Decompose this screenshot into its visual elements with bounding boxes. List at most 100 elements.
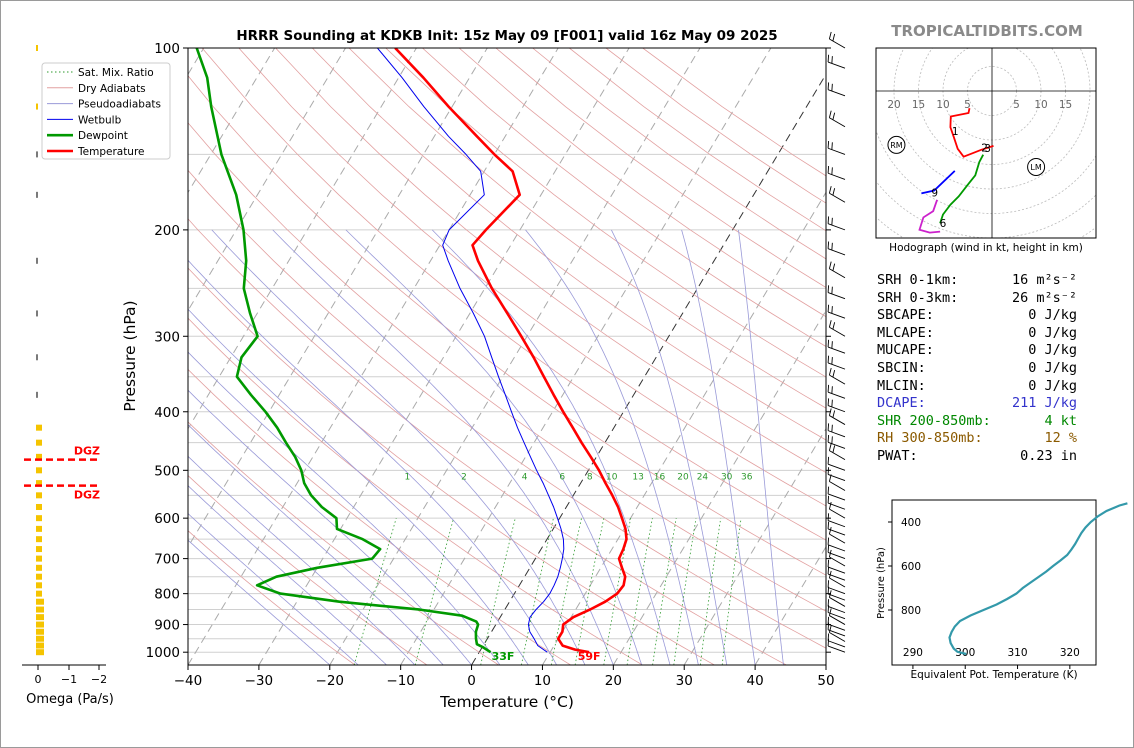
barb-flag	[827, 165, 830, 174]
hodo-ring-label: 10	[936, 99, 949, 111]
stat-row: SBCIN: 0 J/kg	[877, 360, 1077, 378]
barb-staff	[827, 544, 846, 552]
barb-flag	[831, 83, 833, 92]
mixing-ratio-line	[699, 518, 722, 665]
mixing-ratio-label: 10	[606, 473, 618, 483]
wind-barb	[827, 384, 846, 399]
omega-bar	[36, 480, 42, 487]
barb-flag	[832, 410, 836, 418]
omega-axis-label: Omega (Pa/s)	[26, 692, 114, 707]
omega-bar	[36, 598, 44, 605]
pseudoadiabat	[188, 389, 472, 665]
omega-bar	[36, 573, 42, 580]
stat-row: RH 300-850mb: 12 %	[877, 430, 1077, 448]
pseudoadiabat	[431, 229, 671, 665]
dry-adiabat	[201, 48, 826, 541]
x-tick-label: 0	[467, 673, 476, 689]
legend-box	[41, 62, 171, 160]
barb-flag	[827, 304, 830, 313]
omega-bar	[36, 354, 38, 361]
wind-barb	[827, 467, 846, 482]
barb-staff	[827, 493, 846, 501]
omega-bar	[36, 582, 42, 589]
barb-flag	[828, 367, 832, 376]
stat-row: MUCAPE: 0 J/kg	[877, 342, 1077, 360]
series-dewpoint	[195, 48, 492, 654]
x-tick-label: 30	[676, 673, 693, 689]
barb-staff	[827, 520, 846, 528]
wind-barb	[827, 398, 846, 413]
dry-adiabat	[422, 48, 826, 347]
dry-adiabat	[188, 421, 499, 665]
dry-adiabat	[458, 48, 826, 318]
omega-bar	[36, 614, 44, 621]
wind-barb	[827, 559, 846, 574]
barb-flag	[832, 445, 836, 453]
storm-motion-label: RM	[890, 141, 903, 150]
thetae-y-tick-label: 800	[901, 605, 921, 617]
barb-flag	[831, 217, 833, 226]
isotherm	[188, 48, 488, 548]
isotherm	[683, 427, 826, 665]
isotherm	[258, 48, 630, 665]
stat-row: MLCIN: 0 J/kg	[877, 378, 1077, 396]
stat-label: PWAT:	[877, 447, 918, 464]
y-tick-label: 600	[154, 511, 180, 527]
storm-motion-label: LM	[1030, 163, 1041, 172]
stat-value: 0 J/kg	[1028, 342, 1077, 359]
dry-adiabat	[348, 48, 826, 409]
y-tick-label: 800	[154, 587, 180, 603]
x-tick-label: −10	[386, 673, 415, 689]
wind-barb	[828, 526, 846, 544]
barb-staff	[827, 362, 846, 370]
pseudoadiabat	[211, 229, 586, 665]
barb-flag	[827, 384, 830, 393]
barb-staff	[827, 61, 846, 69]
omega-bar	[36, 503, 42, 510]
mixing-ratio-label: 8	[587, 473, 593, 483]
barb-flag	[828, 526, 832, 535]
barb-staff	[827, 292, 846, 300]
pseudoadiabat	[272, 229, 614, 665]
wind-barb	[828, 367, 846, 385]
barb-staff	[827, 463, 846, 471]
legend-label: Dewpoint	[78, 130, 128, 142]
barb-staff	[827, 147, 846, 155]
skewt-frame	[187, 47, 827, 666]
mixing-ratio-line	[652, 518, 677, 665]
barb-staff	[829, 326, 846, 337]
legend-label: Pseudoadiabats	[78, 99, 161, 111]
barb-flag	[827, 355, 830, 363]
x-axis-label: Temperature (°C)	[439, 693, 574, 711]
barb-flag	[831, 386, 833, 394]
mixing-ratio-line	[353, 518, 397, 665]
barb-staff	[827, 629, 846, 637]
dry-adiabat	[188, 368, 571, 665]
legend-label: Wetbulb	[78, 114, 122, 126]
wind-barb	[827, 165, 846, 180]
mixing-ratio-line	[626, 518, 653, 665]
thetae-y-tick-label: 600	[901, 561, 921, 573]
x-tick-label: 10	[534, 673, 551, 689]
wind-barb	[828, 110, 846, 128]
wind-barb	[828, 31, 846, 49]
stat-label: SBCAPE:	[877, 307, 934, 324]
stat-value: 0 J/kg	[1028, 359, 1077, 376]
stat-label: SBCIN:	[877, 359, 926, 376]
wind-barb	[827, 241, 846, 256]
omega-bar	[36, 151, 38, 158]
barb-flag	[828, 474, 832, 482]
mixing-ratio-label: 24	[697, 473, 709, 483]
legend-label: Temperature	[77, 146, 145, 158]
omega-bar	[36, 590, 42, 597]
omega-bar	[36, 525, 42, 532]
barb-flag	[831, 167, 833, 175]
barb-staff	[827, 346, 846, 354]
x-tick-label: −20	[316, 673, 345, 689]
surface-temperature-label: 59F	[578, 650, 601, 663]
hodo-segment	[921, 170, 956, 195]
omega-bar	[36, 555, 42, 562]
omega-bar	[36, 621, 44, 628]
barb-flag	[831, 56, 833, 64]
barb-staff	[827, 606, 846, 614]
